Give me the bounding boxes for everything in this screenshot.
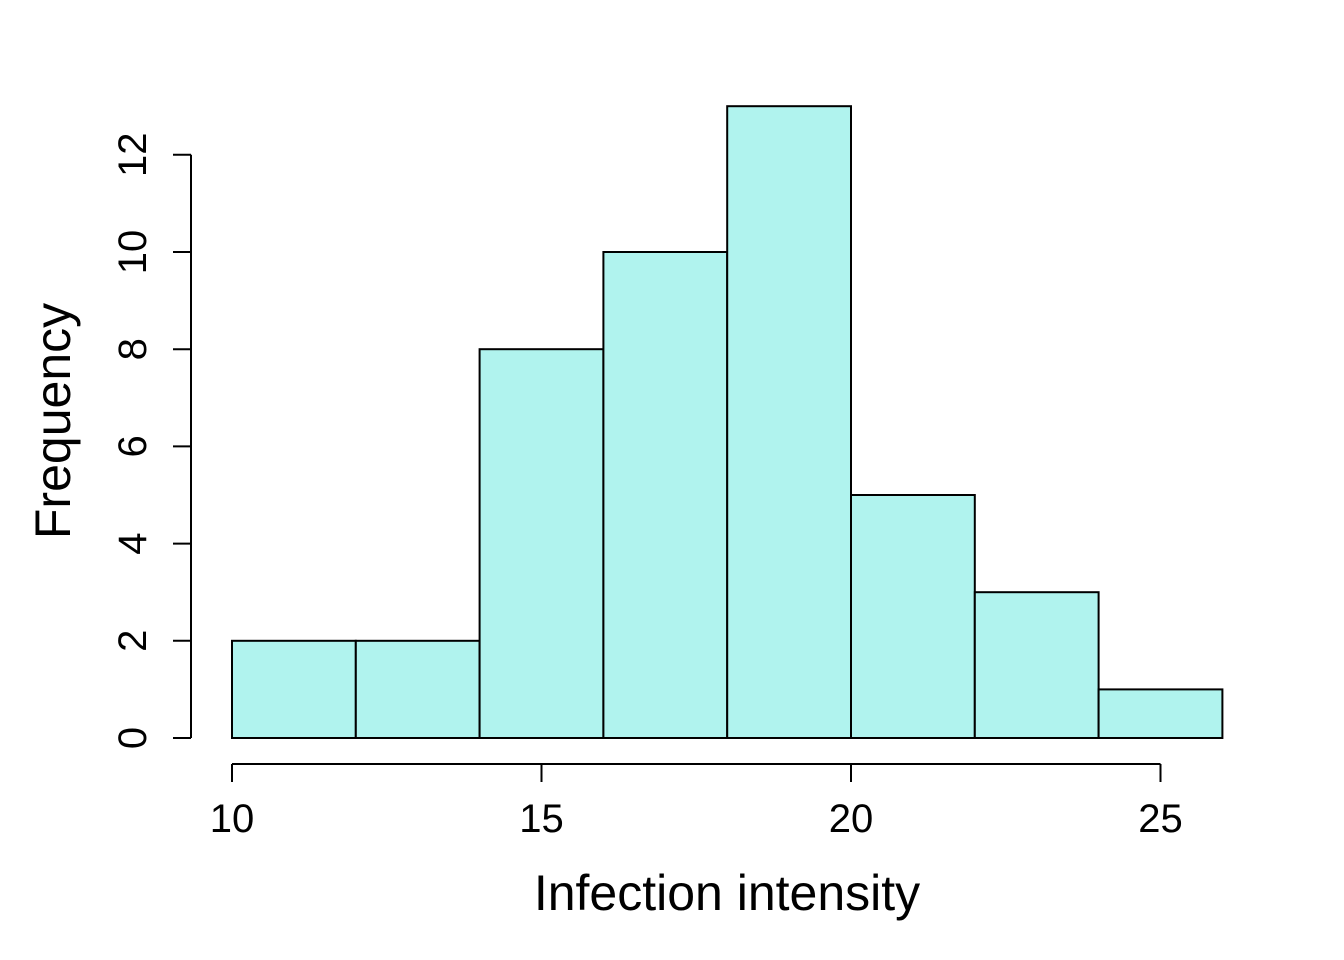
x-axis: 10 15 20 25	[210, 763, 1183, 841]
x-tick-label-10: 10	[210, 797, 255, 841]
histogram-bar-5	[726, 105, 853, 739]
histogram-bars	[231, 105, 1224, 740]
x-tick-label-20: 20	[829, 797, 874, 841]
y-tick-label-2: 2	[111, 630, 155, 652]
histogram-bar-4	[602, 251, 729, 739]
histogram-bar-2	[354, 639, 481, 739]
y-axis-label: Frequency	[25, 303, 81, 539]
histogram-bar-6	[850, 494, 976, 739]
x-tick-label-15: 15	[519, 797, 564, 841]
y-tick-label-12: 12	[111, 133, 155, 178]
x-axis-label: Infection intensity	[534, 865, 920, 921]
histogram-bar-7	[973, 591, 1100, 740]
x-tick-label-25: 25	[1138, 797, 1183, 841]
y-tick-label-10: 10	[111, 230, 155, 275]
y-tick-label-8: 8	[111, 338, 155, 360]
y-tick-label-4: 4	[111, 532, 155, 554]
histogram-bar-8	[1097, 688, 1224, 740]
histogram-bar-1	[231, 639, 357, 739]
histogram-bar-3	[478, 348, 605, 739]
y-tick-label-0: 0	[111, 727, 155, 749]
y-tick-label-6: 6	[111, 435, 155, 457]
y-axis: 0 2 4 6 8 10 12	[111, 133, 192, 749]
